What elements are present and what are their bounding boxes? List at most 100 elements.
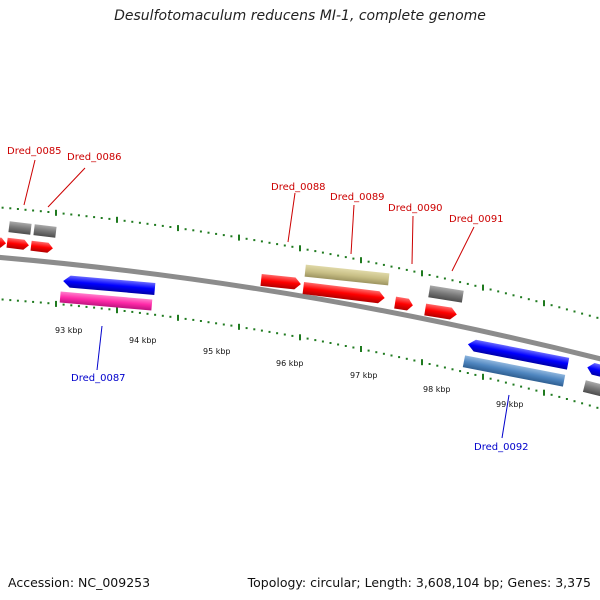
minor-tick [39, 301, 42, 304]
minor-tick [207, 231, 210, 234]
minor-tick [108, 308, 111, 311]
minor-tick [199, 230, 202, 233]
connector-dred-0091 [451, 226, 475, 272]
minor-tick [474, 373, 477, 376]
minor-tick [138, 221, 141, 224]
gray-feature[interactable] [8, 221, 32, 235]
minor-tick [443, 366, 446, 369]
accession-text: Accession: NC_009253 [8, 575, 151, 590]
khaki-feature[interactable] [304, 264, 390, 286]
minor-tick [390, 354, 393, 357]
minor-tick [520, 385, 523, 388]
gray-feature[interactable] [33, 224, 57, 238]
cds-feature[interactable] [6, 237, 29, 251]
scale-label-97kbp: 97 kbp [350, 371, 378, 380]
major-tick [421, 270, 423, 277]
minor-tick [344, 345, 347, 347]
minor-tick [70, 213, 73, 216]
minor-tick [344, 256, 347, 259]
label-connectors [23, 159, 510, 439]
scale-label-93kbp: 93 kbp [55, 326, 83, 335]
minor-tick [314, 339, 317, 342]
minor-tick [230, 324, 233, 327]
magenta-feature[interactable] [59, 291, 153, 311]
minor-tick [47, 302, 50, 305]
minor-tick [16, 208, 19, 210]
minor-tick [520, 296, 523, 299]
minor-tick [192, 318, 195, 321]
gene-label-dred-0091[interactable]: Dred_0091 [449, 214, 504, 225]
minor-tick [550, 393, 553, 396]
gene-label-dred-0085[interactable]: Dred_0085 [7, 146, 62, 157]
minor-tick [428, 363, 431, 365]
minor-tick [382, 263, 385, 266]
gray-feature[interactable] [428, 285, 464, 303]
cds-feature[interactable] [424, 303, 457, 321]
minor-tick [489, 288, 492, 291]
minor-tick [497, 290, 500, 293]
minor-tick [405, 357, 408, 360]
gene-label-dred-0089[interactable]: Dred_0089 [330, 192, 385, 203]
minor-tick [581, 312, 584, 315]
minor-tick [329, 342, 332, 344]
minor-tick [253, 239, 256, 242]
minor-tick [85, 215, 88, 218]
cds-feature[interactable] [30, 240, 53, 254]
minor-tick [451, 279, 454, 282]
major-tick [360, 346, 362, 352]
minor-tick [459, 281, 462, 284]
connector-dred-0088 [287, 192, 296, 243]
minor-tick [146, 222, 149, 225]
minor-tick [1, 298, 4, 301]
minor-tick [291, 334, 294, 337]
minor-tick [100, 307, 103, 310]
cds-feature[interactable] [0, 236, 7, 248]
steel-feature[interactable] [462, 355, 566, 387]
minor-tick [245, 237, 248, 240]
tick-row-upper [1, 206, 599, 319]
cds-feature[interactable] [260, 273, 301, 290]
minor-tick [413, 270, 416, 273]
minor-tick [276, 243, 279, 246]
cds-feature[interactable] [302, 282, 386, 304]
cds-feature-reverse[interactable] [467, 338, 570, 370]
minor-tick [222, 234, 225, 237]
major-tick [116, 216, 118, 223]
major-tick [360, 257, 362, 264]
cds-feature-reverse[interactable] [63, 275, 156, 295]
major-tick [55, 209, 57, 216]
cds-feature[interactable] [394, 296, 414, 312]
scale-label-96kbp: 96 kbp [276, 359, 304, 368]
gene-label-dred-0088[interactable]: Dred_0088 [271, 182, 326, 193]
minor-tick [85, 305, 88, 308]
minor-tick [47, 211, 50, 213]
minor-tick [215, 232, 218, 235]
major-tick [421, 359, 423, 366]
minor-tick [215, 322, 218, 325]
minor-tick [405, 268, 408, 271]
minor-tick [123, 219, 126, 222]
minor-tick [466, 372, 469, 374]
gene-label-dred-0090[interactable]: Dred_0090 [388, 203, 443, 214]
minor-tick [588, 314, 591, 317]
gene-label-dred-0087[interactable]: Dred_0087 [71, 373, 126, 384]
minor-tick [527, 298, 530, 301]
gray-feature[interactable] [582, 380, 600, 398]
minor-tick [131, 310, 134, 313]
cds-feature-reverse[interactable] [586, 362, 600, 380]
minor-tick [314, 250, 317, 253]
minor-tick [161, 224, 164, 227]
major-tick [543, 389, 545, 396]
gene-label-dred-0092[interactable]: Dred_0092 [474, 442, 529, 453]
minor-tick [184, 317, 187, 320]
major-tick [238, 323, 240, 330]
gene-label-dred-0086[interactable]: Dred_0086 [67, 152, 122, 163]
major-tick [299, 334, 301, 341]
minor-tick [375, 262, 378, 265]
major-tick [177, 314, 179, 321]
scale-label-98kbp: 98 kbp [423, 385, 451, 394]
minor-tick [367, 260, 370, 263]
minor-tick [596, 406, 599, 409]
minor-tick [93, 306, 96, 309]
